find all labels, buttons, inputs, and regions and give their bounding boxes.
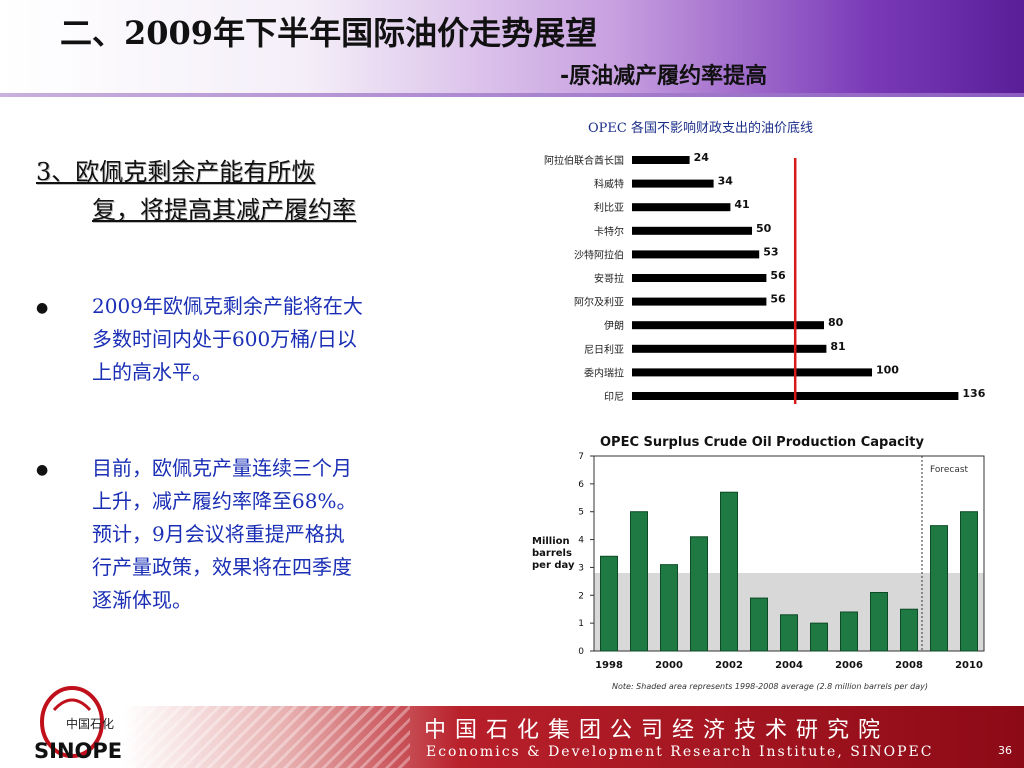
category-label: 卡特尔 xyxy=(594,225,624,238)
bullet-1-line: 2009年欧佩克剩余产能将在大 xyxy=(92,294,363,318)
x-tick-label: 2000 xyxy=(655,660,683,671)
bar xyxy=(750,597,768,652)
y-axis-label: Million xyxy=(532,536,570,547)
y-tick-label: 3 xyxy=(578,563,584,573)
slide-title: 二、2009年下半年国际油价走势展望 xyxy=(60,14,598,52)
bar xyxy=(632,203,731,212)
category-label: 尼日利亚 xyxy=(584,344,624,356)
footer-band xyxy=(0,706,1024,768)
x-tick-label: 2002 xyxy=(715,660,743,671)
category-label: 阿拉伯联合酋长国 xyxy=(544,154,624,167)
category-label: 科威特 xyxy=(594,178,624,191)
category-label: 印尼 xyxy=(604,391,624,403)
forecast-label: Forecast xyxy=(930,465,969,475)
bar-value-label: 100 xyxy=(876,363,899,376)
section-heading-line1: 3、欧佩克剩余产能有所恢 xyxy=(36,158,316,186)
bullet-1-line: 上的高水平。 xyxy=(92,360,212,384)
bar xyxy=(840,611,858,652)
bullet-2-line: 目前，欧佩克产量连续三个月 xyxy=(92,456,352,480)
x-tick-label: 1998 xyxy=(595,660,623,671)
bar xyxy=(870,592,888,652)
sinopec-logo: 中国石化 SINOPEC xyxy=(34,686,122,763)
y-tick-label: 6 xyxy=(578,480,584,490)
x-tick-label: 2006 xyxy=(835,660,863,671)
bar xyxy=(632,321,824,330)
chart-title: OPEC 各国不影响财政支出的油价底线 xyxy=(588,120,813,136)
y-axis-label: per day xyxy=(532,560,575,571)
bar-value-label: 34 xyxy=(718,175,734,188)
y-tick-label: 2 xyxy=(578,591,584,601)
category-label: 利比亚 xyxy=(594,202,624,214)
y-axis-label: barrels xyxy=(532,548,572,559)
bar-value-label: 24 xyxy=(694,151,710,164)
x-tick-label: 2004 xyxy=(775,660,803,671)
bar xyxy=(632,274,767,282)
x-tick-label: 2008 xyxy=(895,660,923,671)
bar xyxy=(630,511,648,652)
bullet-2-line: 逐渐体现。 xyxy=(92,588,192,612)
bar-value-label: 81 xyxy=(830,340,845,353)
bar xyxy=(632,226,752,235)
chart-note: Note: Shaded area represents 1998-2008 a… xyxy=(612,682,928,691)
bullet-text-1: 2009年欧佩克剩余产能将在大 多数时间内处于600万桶/日以 上的高水平。 xyxy=(92,290,472,389)
logo-wordmark: SINOPEC xyxy=(34,739,122,763)
bar xyxy=(600,555,618,652)
bullet-2-line: 预计，9月会议将重提严格执 xyxy=(92,522,345,546)
category-label: 伊朗 xyxy=(604,320,624,332)
y-tick-label: 7 xyxy=(578,452,584,462)
category-label: 沙特阿拉伯 xyxy=(574,248,624,261)
y-tick-label: 5 xyxy=(578,508,584,518)
bar xyxy=(690,536,708,652)
footer-org-en: Economics & Development Research Institu… xyxy=(426,744,934,760)
header-rule xyxy=(0,93,1024,97)
bar xyxy=(930,525,948,652)
y-tick-label: 1 xyxy=(578,619,584,629)
bullet-text-2: 目前，欧佩克产量连续三个月 上升，减产履约率降至68%。 预计，9月会议将重提严… xyxy=(92,452,472,617)
x-tick-label: 2010 xyxy=(955,660,983,671)
bar-value-label: 53 xyxy=(763,245,778,258)
page-number: 36 xyxy=(998,744,1012,757)
y-tick-label: 0 xyxy=(578,647,584,657)
bar xyxy=(632,250,760,259)
bar-value-label: 50 xyxy=(756,222,772,235)
bullet-1-line: 多数时间内处于600万桶/日以 xyxy=(92,327,357,351)
bar xyxy=(900,608,918,652)
slide-subtitle: -原油减产履约率提高 xyxy=(560,64,768,89)
category-label: 阿尔及利亚 xyxy=(574,296,624,309)
bar-value-label: 136 xyxy=(962,387,985,400)
bullet-2-line: 行产量政策，效果将在四季度 xyxy=(92,555,352,579)
bar xyxy=(720,491,738,652)
bar xyxy=(632,368,872,377)
bar xyxy=(960,511,978,652)
bar xyxy=(660,564,678,652)
footer-stripes xyxy=(120,706,410,768)
bar-value-label: 80 xyxy=(828,316,844,329)
category-label: 委内瑞拉 xyxy=(584,366,624,379)
bar-value-label: 56 xyxy=(770,269,786,282)
bar xyxy=(632,179,714,188)
chart-title: OPEC Surplus Crude Oil Production Capaci… xyxy=(600,435,924,450)
y-tick-label: 4 xyxy=(578,536,584,546)
surplus-capacity-chart: OPEC Surplus Crude Oil Production Capaci… xyxy=(532,435,985,691)
bar xyxy=(780,614,798,652)
section-heading-line2: 复，将提高其减产履约率 xyxy=(92,196,356,224)
header-band xyxy=(0,0,1024,93)
bullet-dot-2: ● xyxy=(36,462,49,478)
bar-value-label: 56 xyxy=(770,293,786,306)
logo-mark-text: 中国石化 xyxy=(66,716,114,731)
bar xyxy=(810,622,828,652)
footer-org-cn: 中国石化集团公司经济技术研究院 xyxy=(424,718,890,743)
bullet-dot-1: ● xyxy=(36,300,49,316)
category-label: 安哥拉 xyxy=(594,272,624,285)
bar xyxy=(632,297,767,306)
bar xyxy=(632,156,690,164)
bar-value-label: 41 xyxy=(734,198,749,211)
bar xyxy=(632,344,827,353)
bullet-2-line: 上升，减产履约率降至68%。 xyxy=(92,489,357,513)
